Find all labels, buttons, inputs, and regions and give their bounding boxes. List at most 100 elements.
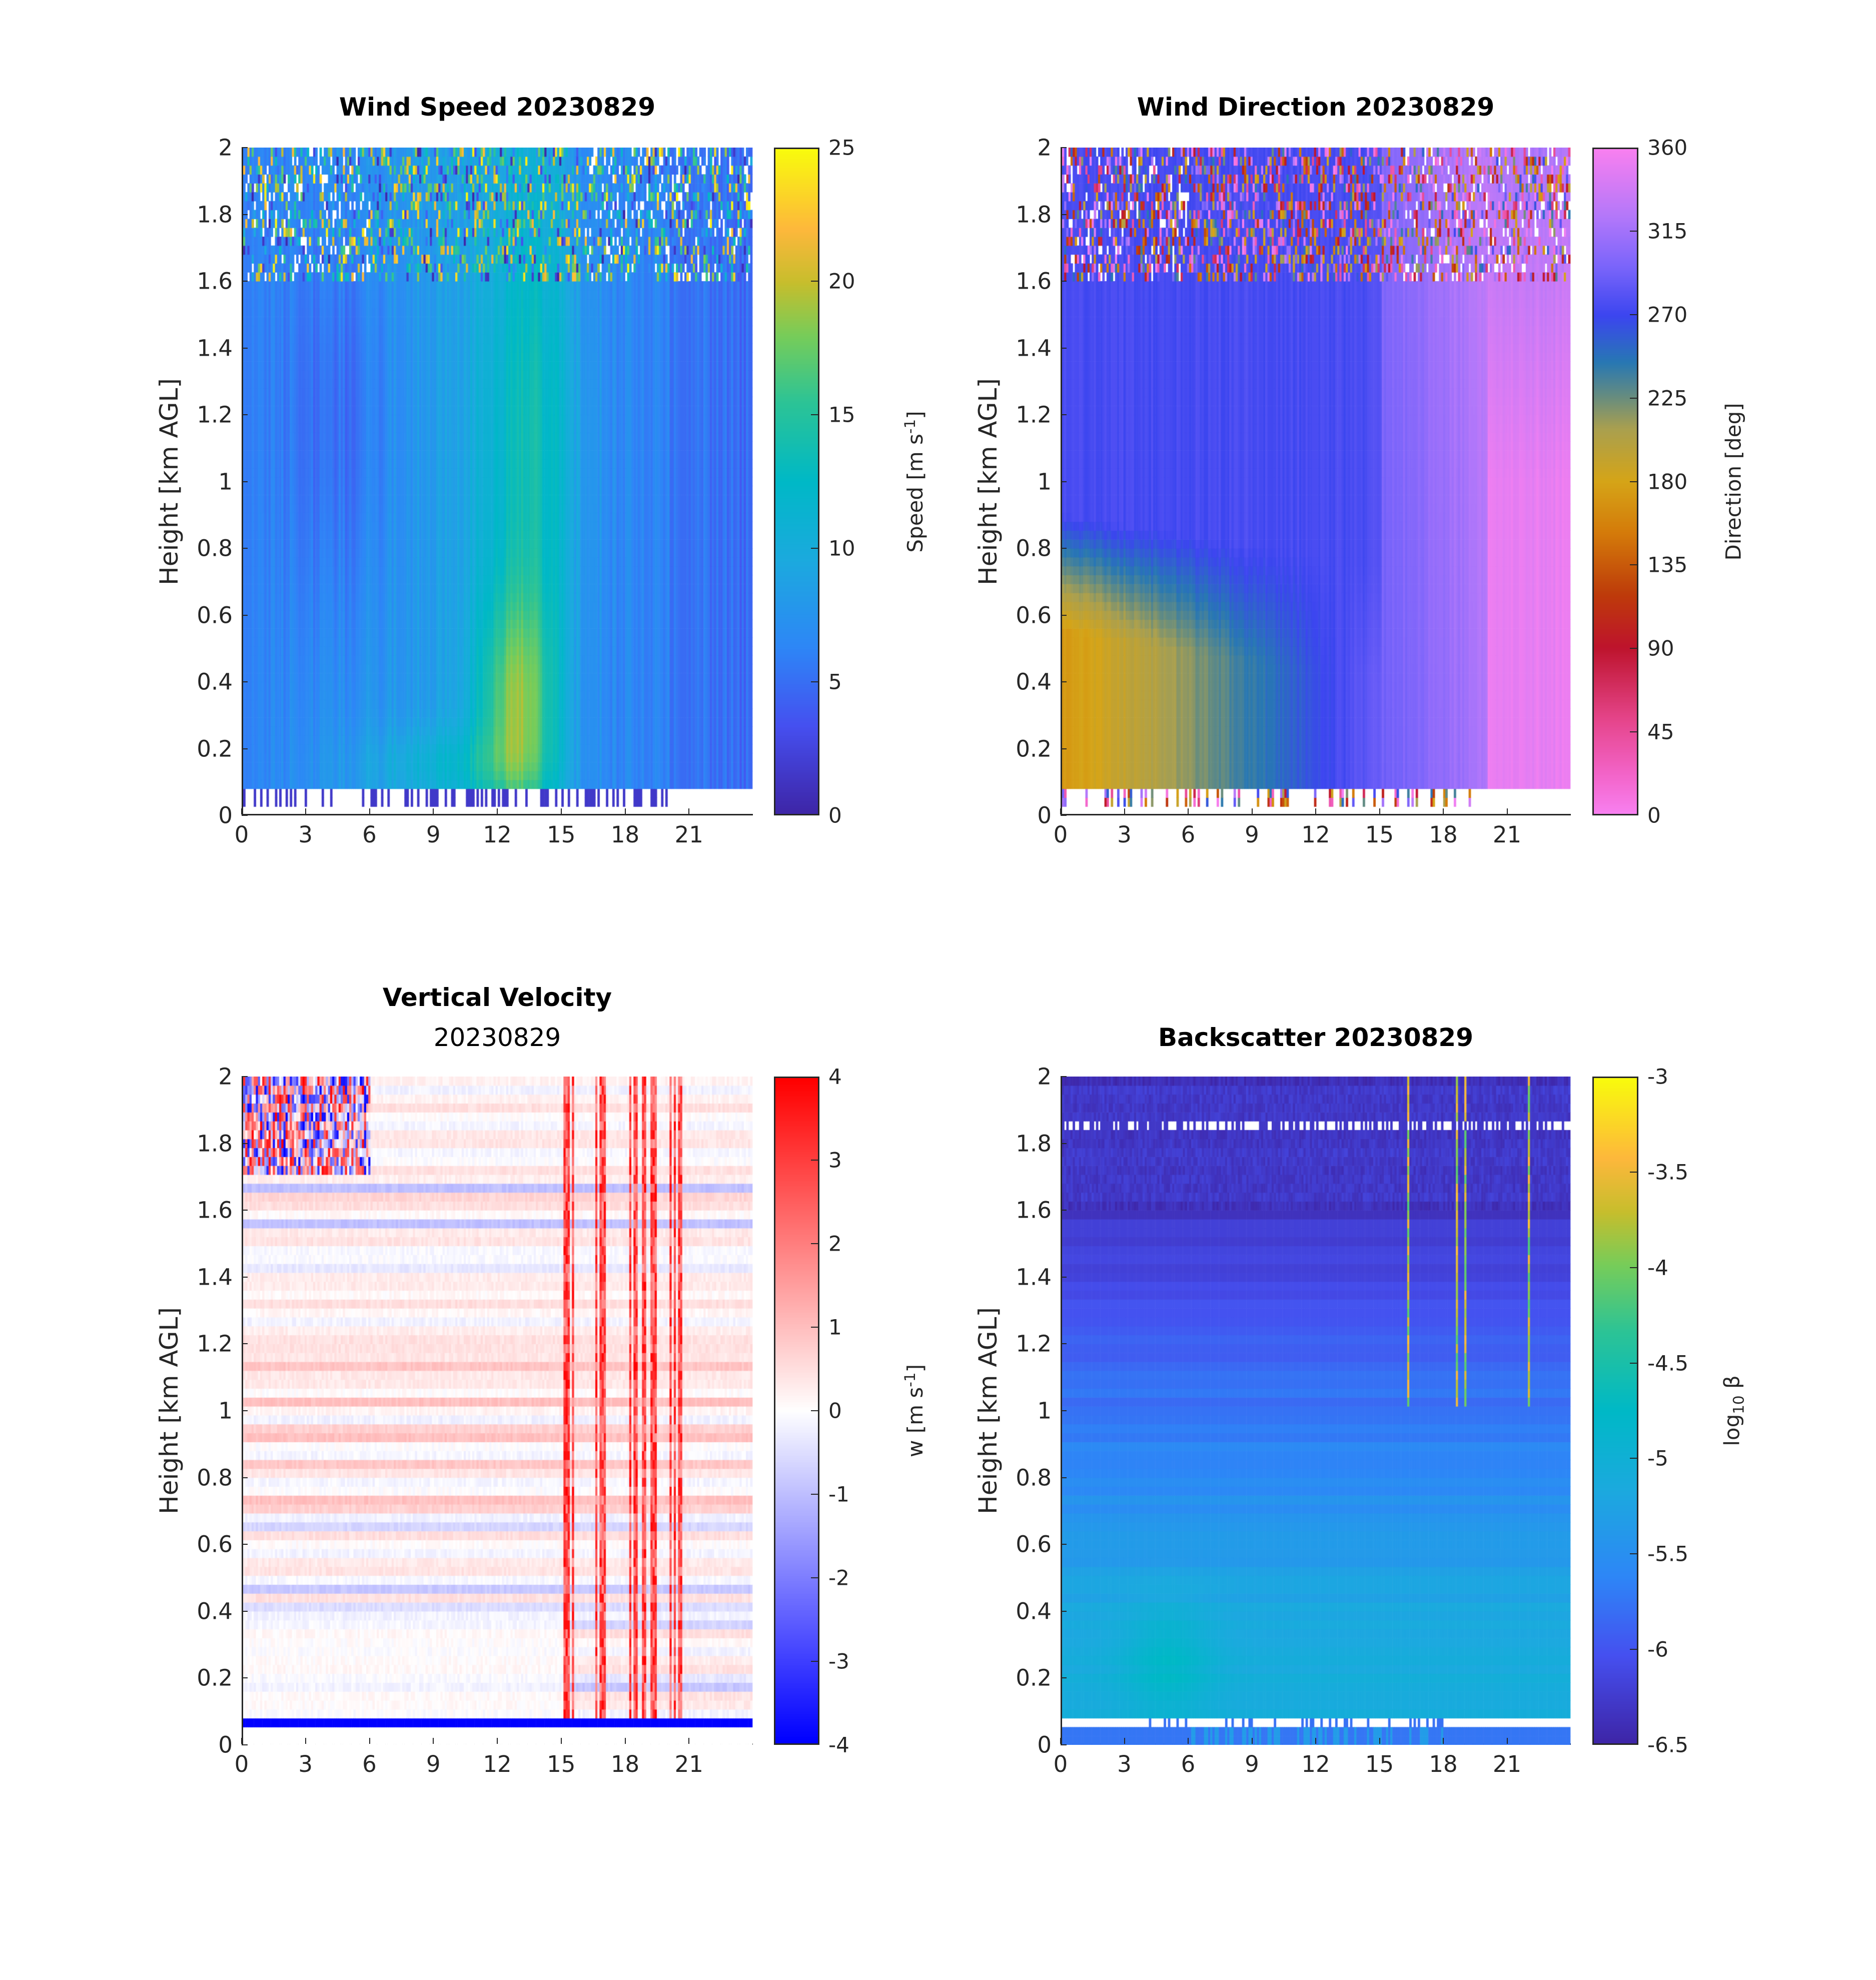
colorbar-label-superscript: -1 [901,1372,918,1387]
x-tick-mark [1251,1738,1253,1744]
y-tick-mark [242,214,248,215]
y-tick-label: 0 [218,802,233,829]
colorbar-tick-label: -3.5 [1647,1160,1688,1185]
y-tick-label: 0.2 [197,735,233,762]
x-tick-label: 18 [610,821,640,848]
colorbar-tick-mark [811,681,818,682]
x-tick-label: 15 [1365,821,1394,848]
x-tick-mark [305,1738,306,1744]
colorbar-label-end: β [1719,1375,1744,1396]
colorbar-label-end: ] [903,410,927,419]
x-tick-mark [1124,808,1125,814]
y-tick-mark [1061,1143,1067,1144]
y-tick-label: 2 [218,1063,233,1090]
y-tick-mark [1061,147,1067,148]
heatmap-cells [1062,1077,1572,1745]
x-tick-mark [560,1738,562,1744]
x-tick-mark [369,1738,370,1744]
y-tick-mark [242,681,248,682]
colorbar-tick-label: 135 [1647,552,1688,577]
heatmap-cells [243,148,754,815]
y-tick-mark [242,347,248,349]
y-tick-label: 0.8 [1016,535,1052,562]
y-tick-mark [1061,214,1067,215]
y-tick-mark [1061,748,1067,749]
colorbar-tick-label: -2 [828,1565,849,1590]
y-axis-label: Height [km AGL] [974,378,1003,585]
plot-area [242,1077,754,1745]
x-tick-mark [1506,1738,1508,1744]
x-tick-label: 18 [1429,1751,1458,1777]
colorbar-label-main: log [1719,1414,1744,1446]
colorbar-tick-mark [1630,1267,1637,1268]
y-tick-label: 0.4 [197,668,233,695]
x-tick-mark [369,808,370,814]
colorbar-tick-mark [1630,1362,1637,1364]
plot-area [242,148,754,815]
colorbar-tick-label: -4 [1647,1255,1668,1280]
colorbar-tick-label: -1 [828,1482,849,1507]
colorbar-tick-label: -6 [1647,1637,1668,1662]
y-tick-label: 1.8 [1016,201,1052,228]
y-axis-label: Height [km AGL] [155,1307,184,1514]
y-tick-mark [1061,1076,1067,1077]
x-tick-label: 9 [426,1751,441,1777]
x-tick-label: 3 [1117,821,1132,848]
x-tick-label: 6 [362,1751,377,1777]
colorbar-tick-label: 180 [1647,469,1688,494]
y-tick-label: 0.2 [197,1664,233,1691]
y-tick-mark [242,281,248,282]
colorbar-tick-mark [811,1410,818,1411]
colorbar-tick-mark [811,1160,818,1161]
heatmap-cells [1062,148,1572,815]
x-tick-mark [1379,808,1380,814]
colorbar-tick-label: -3 [1647,1064,1668,1089]
x-tick-label: 0 [1053,821,1068,848]
chart-title: Backscatter 20230829 [1158,1023,1473,1052]
colorbar-tick-label: 0 [828,803,842,828]
x-tick-mark [1379,1738,1380,1744]
y-tick-mark [1061,1610,1067,1612]
y-axis-label: Height [km AGL] [974,1307,1003,1514]
x-tick-mark [1188,1738,1189,1744]
x-tick-label: 21 [1492,1751,1522,1777]
x-tick-label: 12 [1301,1751,1330,1777]
y-tick-label: 1.2 [1016,401,1052,428]
y-tick-mark [1061,1477,1067,1478]
colorbar-tick-label: 5 [828,669,842,694]
x-tick-mark [688,808,690,814]
colorbar-label-end: ] [903,1364,927,1373]
x-tick-mark [305,808,306,814]
colorbar-label: w [m s-1] [901,1364,927,1457]
x-tick-label: 12 [483,821,512,848]
y-tick-mark [242,1610,248,1612]
y-tick-label: 1.6 [1016,268,1052,295]
colorbar-tick-label: 2 [828,1231,842,1256]
y-tick-label: 1.2 [1016,1330,1052,1357]
y-tick-mark [1061,1276,1067,1278]
y-tick-label: 1.6 [197,268,233,295]
y-tick-label: 1 [218,468,233,495]
x-tick-label: 9 [426,821,441,848]
plot-area [1061,148,1572,815]
x-tick-label: 12 [1301,821,1330,848]
colorbar-tick-mark [1630,1553,1637,1555]
colorbar-tick-mark [1630,564,1637,566]
x-tick-mark [241,1738,242,1744]
chart-title: Wind Direction 20230829 [1137,93,1495,122]
colorbar-tick-mark [1630,648,1637,649]
y-tick-mark [242,548,248,549]
colorbar-tick-label: 0 [1647,803,1661,828]
x-tick-label: 18 [1429,821,1458,848]
colorbar-tick-mark [811,1243,818,1244]
colorbar-tick-mark [1630,1458,1637,1459]
x-tick-mark [1060,808,1061,814]
colorbar-tick-label: -6.5 [1647,1732,1688,1757]
y-tick-mark [242,1544,248,1545]
colorbar-gradient [775,1078,818,1743]
y-tick-mark [242,147,248,148]
x-tick-label: 12 [483,1751,512,1777]
x-tick-mark [433,808,434,814]
x-tick-mark [688,1738,690,1744]
y-tick-label: 0.6 [1016,602,1052,628]
